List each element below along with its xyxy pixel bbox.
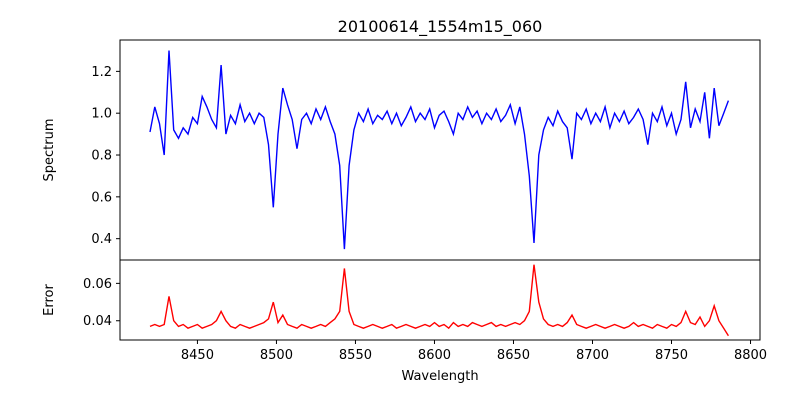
spectrum-line [149,50,730,250]
spectrum-panel: 0.4 0.6 0.8 1.0 1.2 [91,39,761,261]
xtick-label: 8750 [655,348,688,363]
x-axis-label: Wavelength [401,369,478,384]
ytick-label: 0.4 [91,232,112,247]
xtick-label: 8800 [734,348,767,363]
xtick-label: 8450 [181,348,214,363]
ytick-label: 1.0 [91,107,112,122]
ytick-label: 1.2 [91,65,112,80]
ytick-label: 0.6 [91,190,112,205]
error-panel: 0.04 0.06 8450 8500 8550 8600 8650 8700 8750 8800 [83,259,767,363]
xtick-label: 8500 [260,348,293,363]
xtick-label: 8550 [339,348,372,363]
xtick-label: 8700 [576,348,609,363]
error-line [149,264,729,337]
xtick-label: 8600 [418,348,451,363]
spectrum-axes-frame [119,39,761,261]
ytick-label: 0.8 [91,149,112,164]
ytick-label: 0.04 [83,314,112,329]
chart-title: 20100614_1554m15_060 [338,17,543,37]
error-axes-frame [119,259,761,341]
xtick-label: 8650 [497,348,530,363]
spectrum-ylabel: Spectrum [42,119,57,182]
error-ylabel: Error [42,284,57,316]
ytick-label: 0.06 [83,277,112,292]
